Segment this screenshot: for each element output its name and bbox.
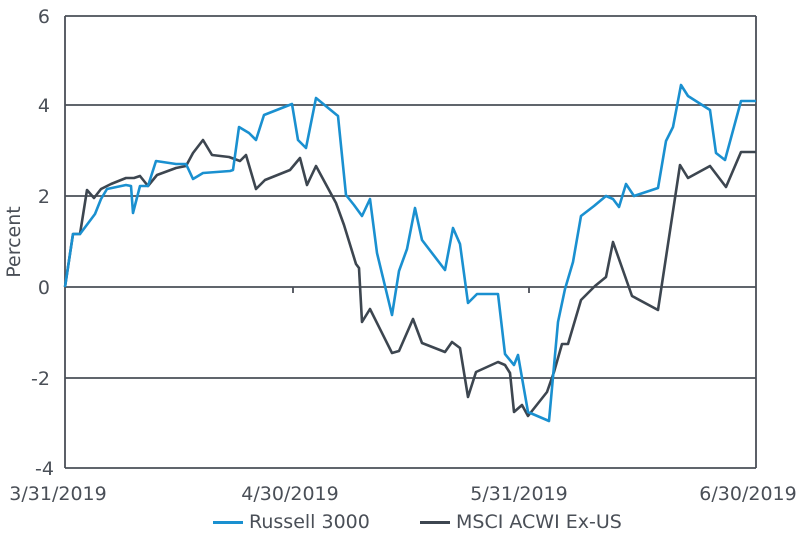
x-tick-labels: 3/31/2019 4/30/2019 5/31/2019 6/30/2019 — [9, 483, 796, 505]
y-tick-label: 0 — [38, 277, 50, 299]
y-tick-label: -2 — [31, 368, 50, 390]
legend: Russell 3000 MSCI ACWI Ex-US — [0, 511, 800, 541]
x-tick-label: 5/31/2019 — [470, 483, 567, 505]
legend-swatch-blue — [213, 520, 243, 524]
y-tick-label: 2 — [38, 186, 50, 208]
y-tick-label: 6 — [38, 6, 50, 28]
y-tick-label: -4 — [35, 458, 54, 480]
series-line-russell-3000 — [63, 83, 756, 423]
x-tick-label: 4/30/2019 — [241, 483, 338, 505]
plot-area — [64, 15, 757, 469]
x-tick-label: 3/31/2019 — [9, 483, 106, 505]
y-axis-title: Percent — [3, 206, 25, 278]
x-tick-label: 6/30/2019 — [699, 483, 796, 505]
legend-label: MSCI ACWI Ex-US — [456, 511, 622, 533]
legend-item-russell-3000: Russell 3000 — [213, 511, 370, 533]
series-line-msci-acwi-ex-us — [63, 138, 756, 418]
y-tick-labels: 6 4 2 0 -2 -4 — [31, 6, 54, 480]
legend-item-msci-acwi-ex-us: MSCI ACWI Ex-US — [420, 511, 622, 533]
y-tick-label: 4 — [38, 95, 50, 117]
legend-label: Russell 3000 — [249, 511, 370, 533]
legend-swatch-dark — [420, 520, 450, 524]
